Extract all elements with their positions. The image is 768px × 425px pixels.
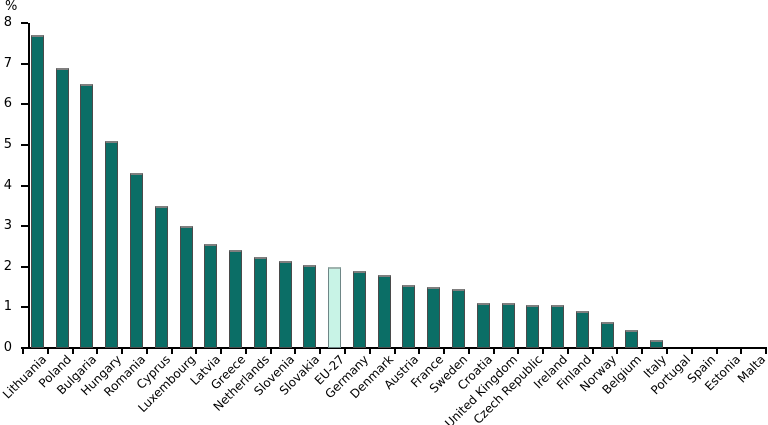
x-tick (567, 349, 569, 354)
x-tick (146, 349, 148, 354)
bar-cyprus (155, 206, 168, 348)
y-tick-label: 8 (3, 15, 12, 30)
x-tick (72, 349, 74, 354)
x-tick (195, 349, 197, 354)
bar-belgium (625, 330, 638, 348)
x-tick (641, 349, 643, 354)
y-tick-label: 0 (3, 340, 12, 355)
y-axis-unit-label: % (5, 0, 18, 14)
bar-norway (601, 322, 614, 348)
x-tick (171, 349, 173, 354)
x-tick (418, 349, 420, 354)
bar-slovenia (279, 261, 292, 348)
y-tick (21, 22, 28, 24)
x-tick (740, 349, 742, 354)
y-tick-label: 3 (3, 218, 12, 233)
bar-ireland (551, 305, 564, 348)
y-tick-label: 5 (3, 137, 12, 152)
bar-denmark (378, 275, 391, 348)
x-tick (443, 349, 445, 354)
y-tick-label: 7 (3, 56, 12, 71)
bar-croatia (477, 303, 490, 348)
x-tick (691, 349, 693, 354)
x-tick (517, 349, 519, 354)
y-tick-label: 1 (3, 299, 12, 314)
y-tick-label: 2 (3, 259, 12, 274)
bar-netherlands (254, 257, 267, 348)
bar-bulgaria (80, 84, 93, 348)
bar-italy (650, 340, 663, 348)
bar-lithuania (31, 35, 44, 348)
x-tick (616, 349, 618, 354)
x-tick (220, 349, 222, 354)
y-tick (21, 225, 28, 227)
x-tick (493, 349, 495, 354)
bar-hungary (105, 141, 118, 348)
bar-romania (130, 173, 143, 348)
bar-france (427, 287, 440, 348)
y-tick-label: 6 (3, 96, 12, 111)
y-tick-label: 4 (3, 178, 12, 193)
x-tick (716, 349, 718, 354)
y-tick (21, 306, 28, 308)
y-tick (21, 266, 28, 268)
x-tick (666, 349, 668, 354)
bar-finland (576, 311, 589, 348)
bar-slovakia (303, 265, 316, 348)
y-tick (21, 103, 28, 105)
bar-sweden (452, 289, 465, 348)
y-axis-line (28, 23, 30, 349)
y-tick (21, 63, 28, 65)
x-tick (96, 349, 98, 354)
bar-latvia (204, 244, 217, 348)
bar-united-kingdom (502, 303, 515, 348)
x-tick (319, 349, 321, 354)
x-tick (542, 349, 544, 354)
bar-luxembourg (180, 226, 193, 348)
y-tick (21, 144, 28, 146)
x-tick (592, 349, 594, 354)
bar-czech-republic (526, 305, 539, 348)
x-tick (22, 349, 24, 354)
x-axis-line (22, 347, 767, 349)
x-tick (270, 349, 272, 354)
y-tick (21, 185, 28, 187)
x-tick (344, 349, 346, 354)
bar-austria (402, 285, 415, 348)
x-tick (369, 349, 371, 354)
x-tick (765, 349, 767, 354)
bar-eu-27 (328, 267, 341, 348)
x-tick (468, 349, 470, 354)
y-tick (21, 347, 28, 349)
bar-greece (229, 250, 242, 348)
x-tick (294, 349, 296, 354)
x-tick (47, 349, 49, 354)
x-tick (245, 349, 247, 354)
x-tick (121, 349, 123, 354)
bar-germany (353, 271, 366, 348)
bar-poland (56, 68, 69, 348)
x-tick (394, 349, 396, 354)
